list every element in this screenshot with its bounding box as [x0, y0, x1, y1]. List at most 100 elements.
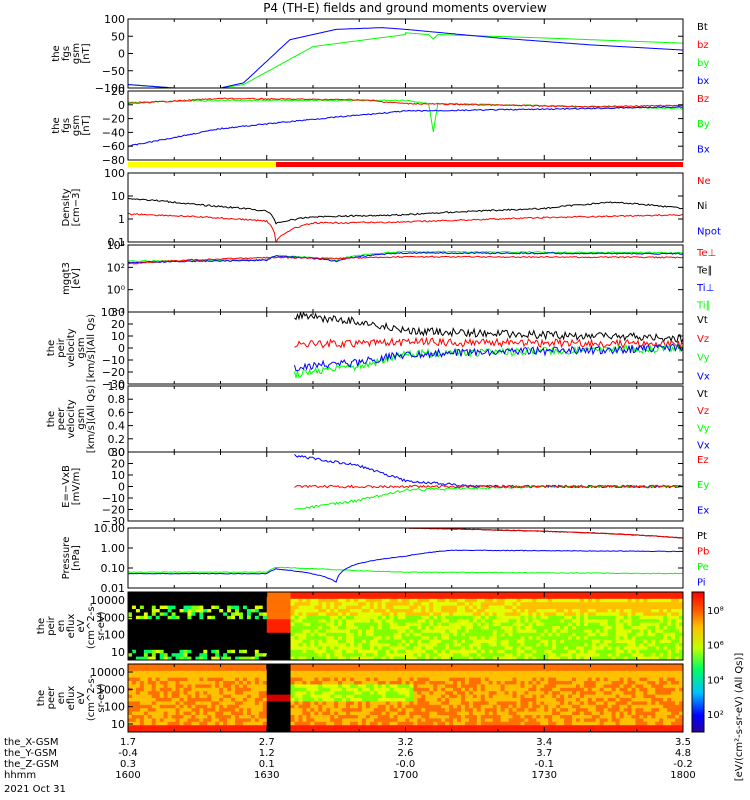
heatmap-cell — [464, 670, 470, 675]
heatmap-cell — [167, 643, 173, 647]
heatmap-cell — [278, 718, 284, 723]
heatmap-cell — [203, 653, 208, 658]
heatmap-cell — [421, 728, 426, 732]
heatmap-cell — [667, 615, 672, 620]
heatmap-cell — [679, 612, 683, 617]
heatmap-cell — [619, 609, 625, 613]
heatmap-cell — [393, 636, 399, 641]
heatmap-cell — [302, 718, 307, 723]
heatmap-cell — [346, 728, 351, 732]
heatmap-cell — [587, 595, 593, 600]
series-temperature-Te⊥ — [128, 255, 683, 265]
heatmap-cell — [314, 681, 319, 685]
heatmap-cell — [409, 592, 415, 596]
heatmap-cell — [476, 636, 482, 641]
heatmap-cell — [135, 725, 141, 730]
heatmap-cell — [433, 656, 438, 660]
heatmap-cell — [278, 674, 284, 679]
heatmap-cell — [211, 602, 216, 607]
heatmap-cell — [258, 615, 264, 620]
heatmap-cell — [167, 664, 173, 668]
heatmap-cell — [461, 667, 466, 672]
heatmap-cell — [318, 664, 323, 668]
heatmap-cell — [461, 684, 466, 689]
heatmap-cell — [211, 605, 216, 610]
heatmap-cell — [401, 615, 407, 620]
heatmap-cell — [595, 653, 601, 658]
heatmap-cell — [425, 639, 430, 644]
heatmap-cell — [242, 605, 248, 610]
heatmap-cell — [504, 615, 510, 620]
heatmap-cell — [500, 592, 506, 596]
heatmap-cell — [393, 667, 399, 672]
heatmap-cell — [270, 698, 276, 702]
heatmap-cell — [278, 612, 284, 617]
heatmap-cell — [437, 643, 442, 647]
heatmap-cell — [560, 598, 565, 603]
heatmap-cell — [480, 595, 486, 600]
heatmap-cell — [143, 691, 149, 696]
heatmap-cell — [524, 605, 529, 610]
heatmap-cell — [357, 602, 363, 607]
heatmap-cell — [520, 656, 526, 660]
heatmap-cell — [651, 656, 656, 660]
heatmap-cell — [278, 698, 284, 702]
heatmap-cell — [235, 701, 240, 706]
heatmap-cell — [433, 725, 438, 730]
heatmap-cell — [131, 721, 137, 726]
heatmap-cell — [143, 674, 149, 679]
heatmap-cell — [536, 646, 541, 651]
heatmap-cell — [330, 602, 335, 607]
heatmap-cell — [429, 653, 434, 658]
heatmap-cell — [496, 629, 502, 634]
heatmap-cell — [310, 649, 315, 654]
heatmap-cell — [211, 670, 216, 675]
heatmap-cell — [631, 622, 637, 627]
heatmap-cell — [143, 626, 149, 630]
heatmap-cell — [587, 615, 593, 620]
heatmap-cell — [282, 691, 288, 696]
heatmap-cell — [195, 674, 200, 679]
heatmap-cell — [211, 687, 216, 692]
heatmap-cell — [282, 718, 288, 723]
heatmap-cell — [548, 622, 553, 627]
heatmap-cell — [155, 667, 161, 672]
heatmap-cell — [227, 677, 232, 682]
heatmap-cell — [409, 664, 415, 668]
heatmap-cell — [266, 602, 272, 607]
heatmap-cell — [425, 612, 430, 617]
heatmap-cell — [183, 619, 189, 624]
heatmap-cell — [373, 728, 379, 732]
ytick-label: −40 — [102, 126, 125, 139]
heatmap-cell — [457, 636, 462, 641]
panel-pressure-series — [128, 528, 683, 583]
heatmap-cell — [310, 725, 315, 730]
heatmap-cell — [603, 622, 609, 627]
heatmap-cell — [357, 670, 363, 675]
heatmap-cell — [433, 711, 438, 716]
heatmap-cell — [334, 718, 339, 723]
heatmap-cell — [183, 602, 189, 607]
heatmap-cell — [353, 626, 359, 630]
heatmap-cell — [655, 622, 660, 627]
heatmap-cell — [393, 670, 399, 675]
heatmap-cell — [262, 643, 268, 647]
heatmap-cell — [223, 646, 228, 651]
heatmap-cell — [128, 643, 133, 647]
heatmap-cell — [274, 698, 280, 702]
heatmap-cell — [663, 602, 668, 607]
heatmap-cell — [389, 664, 395, 668]
heatmap-cell — [167, 639, 173, 644]
heatmap-cell — [437, 632, 442, 637]
heatmap-cell — [223, 691, 228, 696]
heatmap-cell — [282, 609, 288, 613]
heatmap-cell — [445, 704, 450, 709]
heatmap-cell — [223, 711, 228, 716]
heatmap-cell — [235, 664, 240, 668]
heatmap-cell — [298, 701, 304, 706]
heatmap-cell — [484, 653, 490, 658]
heatmap-cell — [615, 612, 621, 617]
heatmap-cell — [389, 629, 395, 634]
heatmap-cell — [603, 629, 609, 634]
heatmap-cell — [235, 615, 240, 620]
